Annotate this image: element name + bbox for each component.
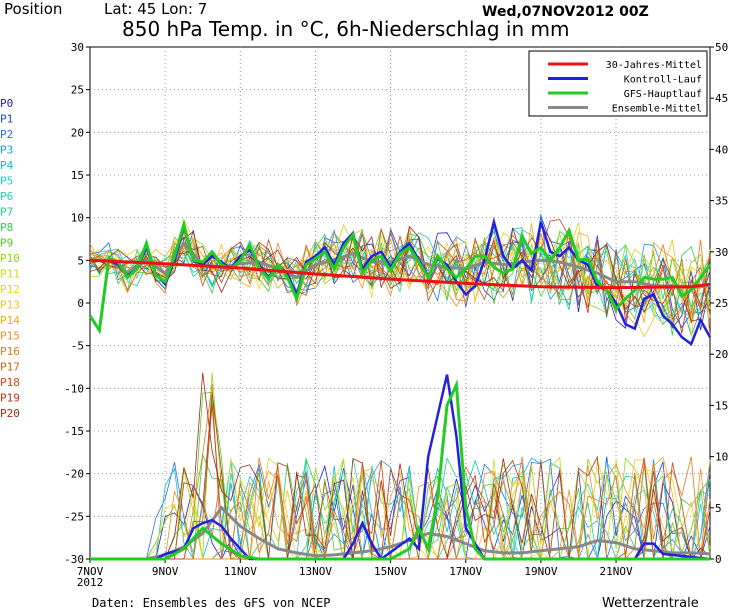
- legend-label: GFS-Hauptlauf: [624, 89, 702, 100]
- left-tick-label: 0: [77, 297, 84, 310]
- member-label-p11: P11: [0, 268, 20, 281]
- legend-label: Kontroll-Lauf: [624, 75, 702, 86]
- left-tick-label: 15: [71, 169, 84, 182]
- right-tick-label: 25: [715, 297, 728, 310]
- member-label-p12: P12: [0, 283, 20, 296]
- right-tick-label: 20: [715, 348, 728, 361]
- gfs-main-precip-line: [90, 379, 710, 561]
- x-tick-label: 21NOV: [599, 565, 632, 578]
- x-tick-label: 15NOV: [374, 565, 407, 578]
- data-source: Daten: Ensembles des GFS von NCEP: [92, 596, 330, 609]
- member-label-p8: P8: [0, 221, 13, 234]
- member-precip-line-p12: [90, 457, 710, 560]
- lat-lon-label: Lat: 45 Lon: 7: [104, 0, 207, 18]
- left-tick-label: 20: [71, 126, 84, 139]
- x-tick-label: 9NOV: [152, 565, 179, 578]
- left-tick-label: -15: [64, 425, 84, 438]
- left-tick-label: 30: [71, 41, 84, 54]
- legend: 30-Jahres-Mittel Kontroll-Lauf GFS-Hauptla…: [528, 50, 708, 117]
- x-tick-label: 17NOV: [449, 565, 482, 578]
- left-tick-label: 5: [77, 254, 84, 267]
- right-tick-label: 15: [715, 399, 728, 412]
- member-label-p17: P17: [0, 361, 20, 374]
- member-temp-line-p13: [89, 218, 711, 338]
- member-label-p15: P15: [0, 330, 20, 343]
- x-tick-label: 11NOV: [224, 565, 257, 578]
- right-tick-label: 35: [715, 195, 728, 208]
- brand-label: Wetterzentrale: [602, 596, 699, 609]
- right-tick-label: 10: [715, 451, 728, 464]
- member-label-p1: P1: [0, 113, 13, 126]
- member-label-p20: P20: [0, 407, 20, 420]
- right-tick-label: 50: [715, 41, 728, 54]
- member-label-p18: P18: [0, 376, 20, 389]
- member-label-p2: P2: [0, 128, 13, 141]
- left-tick-label: -25: [64, 510, 84, 523]
- x-tick-label: 13NOV: [299, 565, 332, 578]
- member-label-p19: P19: [0, 392, 20, 405]
- left-tick-label: -5: [71, 340, 84, 353]
- right-tick-label: 0: [715, 553, 722, 566]
- member-precip-line-p16: [90, 384, 711, 560]
- member-label-p6: P6: [0, 190, 13, 203]
- member-label-p10: P10: [0, 252, 20, 265]
- member-label-p13: P13: [0, 299, 20, 312]
- member-label-p16: P16: [0, 345, 20, 358]
- climate-mean-temp-line: [89, 258, 711, 290]
- member-label-p7: P7: [0, 206, 13, 219]
- ensemble-mean-temp-line: [90, 240, 711, 290]
- legend-label: Ensemble-Mittel: [612, 104, 702, 115]
- member-label-p3: P3: [0, 144, 13, 157]
- left-tick-label: 10: [71, 212, 84, 225]
- left-tick-label: -20: [64, 468, 84, 481]
- left-tick-label: -30: [64, 553, 84, 566]
- member-precip-line-p5: [90, 399, 711, 560]
- member-label-p9: P9: [0, 237, 13, 250]
- gfs-main-temp-line: [88, 218, 712, 335]
- run-date: Wed,07NOV2012 00Z: [482, 4, 649, 20]
- member-label-p14: P14: [0, 314, 20, 327]
- legend-label: 30-Jahres-Mittel: [606, 60, 702, 71]
- x-tick-label: 7NOV: [77, 565, 104, 578]
- member-label-p0: P0: [0, 97, 13, 110]
- member-temp-line-p7: [89, 223, 711, 320]
- member-label-p4: P4: [0, 159, 14, 172]
- member-temp-line-p9: [89, 227, 711, 316]
- left-tick-label: 25: [71, 84, 84, 97]
- x-tick-label: 19NOV: [524, 565, 557, 578]
- position-label: Position: [4, 0, 62, 18]
- x-tick-sublabel: 2012: [77, 576, 104, 589]
- chart-title: 850 hPa Temp. in °C, 6h-Niederschlag in …: [122, 17, 569, 41]
- x-axis: 7NOV2012 9NOV 11NOV 13NOV 15NOV 17NOV 19NOV 21N…: [77, 559, 633, 589]
- member-label-p5: P5: [0, 175, 13, 188]
- member-temp-line-p20: [89, 223, 711, 322]
- member-labels: P0 P1 P2 P3 P4 P5 P6 P7 P8 P9 P10 P11 P12 P13 P14 P15 P1…: [0, 97, 20, 420]
- left-axis: 30 25 20 15 10 5 0 -5 -10 -15 -20 -25 -30: [64, 41, 90, 566]
- right-tick-label: 45: [715, 92, 728, 105]
- main-lines: [88, 216, 712, 561]
- right-tick-label: 30: [715, 246, 728, 259]
- left-tick-label: -10: [64, 382, 84, 395]
- right-tick-label: 5: [715, 502, 722, 515]
- right-tick-label: 40: [715, 143, 728, 156]
